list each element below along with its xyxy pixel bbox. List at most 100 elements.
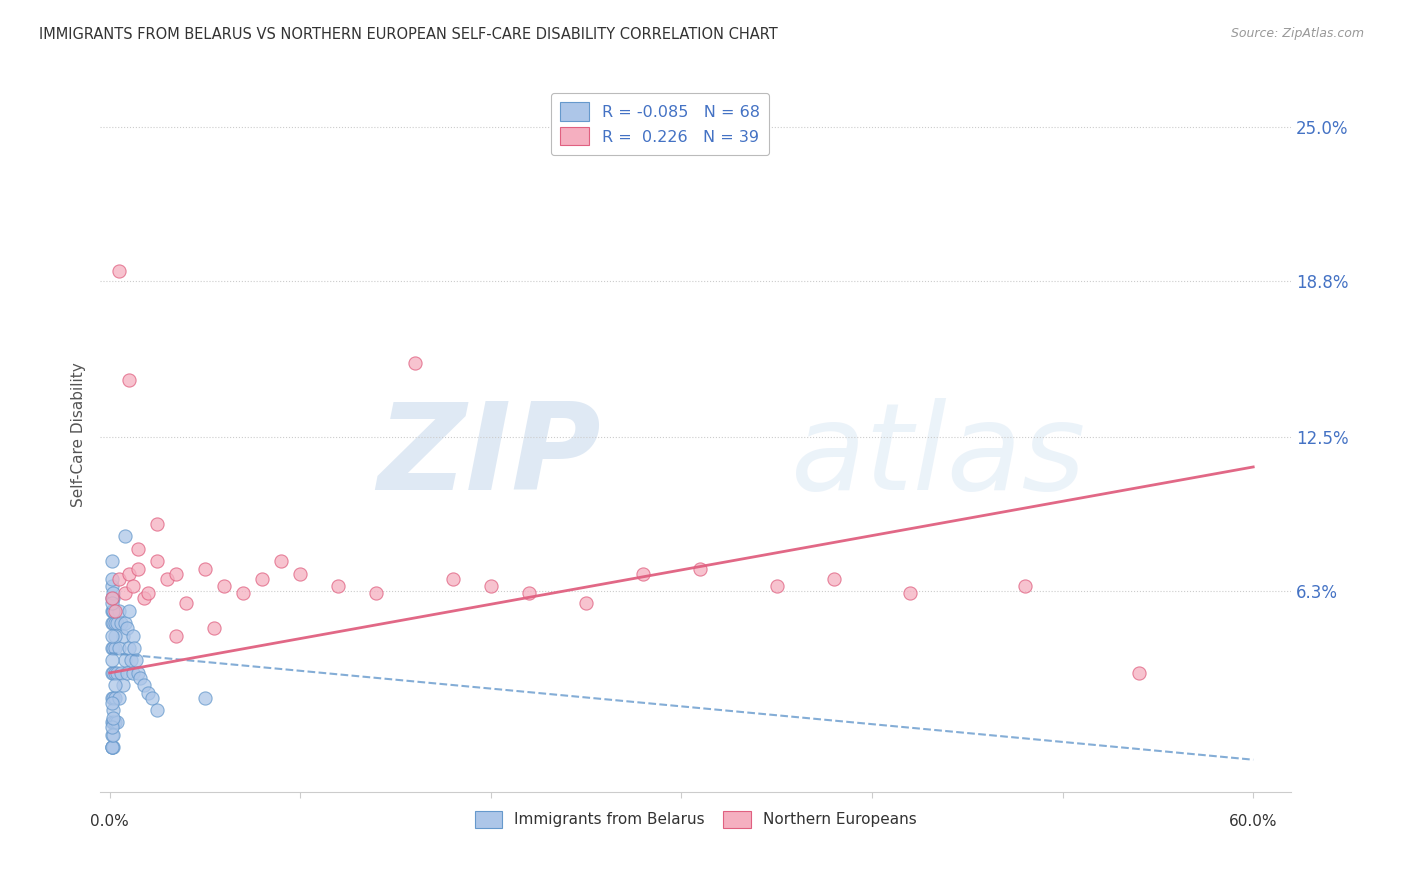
Text: atlas: atlas — [792, 398, 1087, 515]
Point — [111, 678, 134, 692]
Legend: Immigrants from Belarus, Northern Europeans: Immigrants from Belarus, Northern Europe… — [468, 805, 922, 834]
Point — [212, 579, 235, 593]
Point — [479, 579, 502, 593]
Point — [103, 740, 125, 755]
Point — [100, 596, 122, 610]
Point — [115, 665, 138, 680]
Point — [127, 562, 149, 576]
Point — [103, 665, 125, 680]
Text: IMMIGRANTS FROM BELARUS VS NORTHERN EUROPEAN SELF-CARE DISABILITY CORRELATION CH: IMMIGRANTS FROM BELARUS VS NORTHERN EURO… — [39, 27, 778, 42]
Point — [108, 641, 131, 656]
Point — [104, 715, 127, 730]
Point — [194, 690, 217, 705]
Point — [100, 740, 122, 755]
Point — [204, 621, 226, 635]
Text: ZIP: ZIP — [377, 398, 600, 515]
Point — [103, 616, 125, 631]
Point — [104, 629, 127, 643]
Point — [156, 572, 179, 586]
Point — [146, 516, 169, 531]
Point — [100, 653, 122, 667]
Point — [103, 604, 125, 618]
Point — [103, 604, 125, 618]
Point — [100, 616, 122, 631]
Point — [575, 596, 598, 610]
Text: Source: ZipAtlas.com: Source: ZipAtlas.com — [1230, 27, 1364, 40]
Point — [115, 621, 138, 635]
Point — [132, 678, 155, 692]
Point — [100, 579, 122, 593]
Y-axis label: Self-Care Disability: Self-Care Disability — [72, 362, 86, 507]
Point — [118, 373, 141, 387]
Point — [517, 586, 540, 600]
Point — [174, 596, 197, 610]
Text: 0.0%: 0.0% — [90, 814, 129, 830]
Point — [823, 572, 845, 586]
Point — [127, 541, 149, 556]
Point — [105, 616, 128, 631]
Point — [100, 690, 122, 705]
Point — [104, 665, 127, 680]
Point — [100, 554, 122, 568]
Point — [121, 629, 143, 643]
Point — [103, 641, 125, 656]
Point — [366, 586, 388, 600]
Point — [270, 554, 292, 568]
Point — [250, 572, 273, 586]
Point — [100, 629, 122, 643]
Point — [103, 586, 125, 600]
Text: 60.0%: 60.0% — [1229, 814, 1278, 830]
Point — [114, 586, 136, 600]
Point — [136, 686, 159, 700]
Point — [100, 696, 122, 710]
Point — [689, 562, 711, 576]
Point — [328, 579, 350, 593]
Point — [103, 710, 125, 724]
Point — [114, 653, 136, 667]
Point — [633, 566, 655, 581]
Point — [100, 721, 122, 735]
Point — [100, 591, 122, 606]
Point — [125, 653, 148, 667]
Point — [127, 665, 149, 680]
Point — [404, 356, 426, 370]
Point — [110, 616, 132, 631]
Point — [100, 572, 122, 586]
Point — [105, 665, 128, 680]
Point — [232, 586, 254, 600]
Point — [100, 728, 122, 742]
Point — [111, 629, 134, 643]
Point — [108, 604, 131, 618]
Point — [441, 572, 464, 586]
Point — [108, 572, 131, 586]
Point — [104, 616, 127, 631]
Point — [100, 740, 122, 755]
Point — [118, 566, 141, 581]
Point — [165, 566, 187, 581]
Point — [100, 641, 122, 656]
Point — [103, 591, 125, 606]
Point — [194, 562, 217, 576]
Point — [118, 641, 141, 656]
Point — [165, 629, 187, 643]
Point — [1128, 665, 1150, 680]
Point — [103, 690, 125, 705]
Point — [100, 665, 122, 680]
Point — [898, 586, 921, 600]
Point — [124, 641, 146, 656]
Point — [114, 529, 136, 543]
Point — [290, 566, 312, 581]
Point — [146, 703, 169, 717]
Point — [121, 665, 143, 680]
Point — [104, 678, 127, 692]
Point — [1014, 579, 1036, 593]
Point — [104, 641, 127, 656]
Point — [146, 554, 169, 568]
Point — [103, 715, 125, 730]
Point — [141, 690, 163, 705]
Point — [136, 586, 159, 600]
Point — [129, 671, 152, 685]
Point — [103, 728, 125, 742]
Point — [100, 604, 122, 618]
Point — [110, 665, 132, 680]
